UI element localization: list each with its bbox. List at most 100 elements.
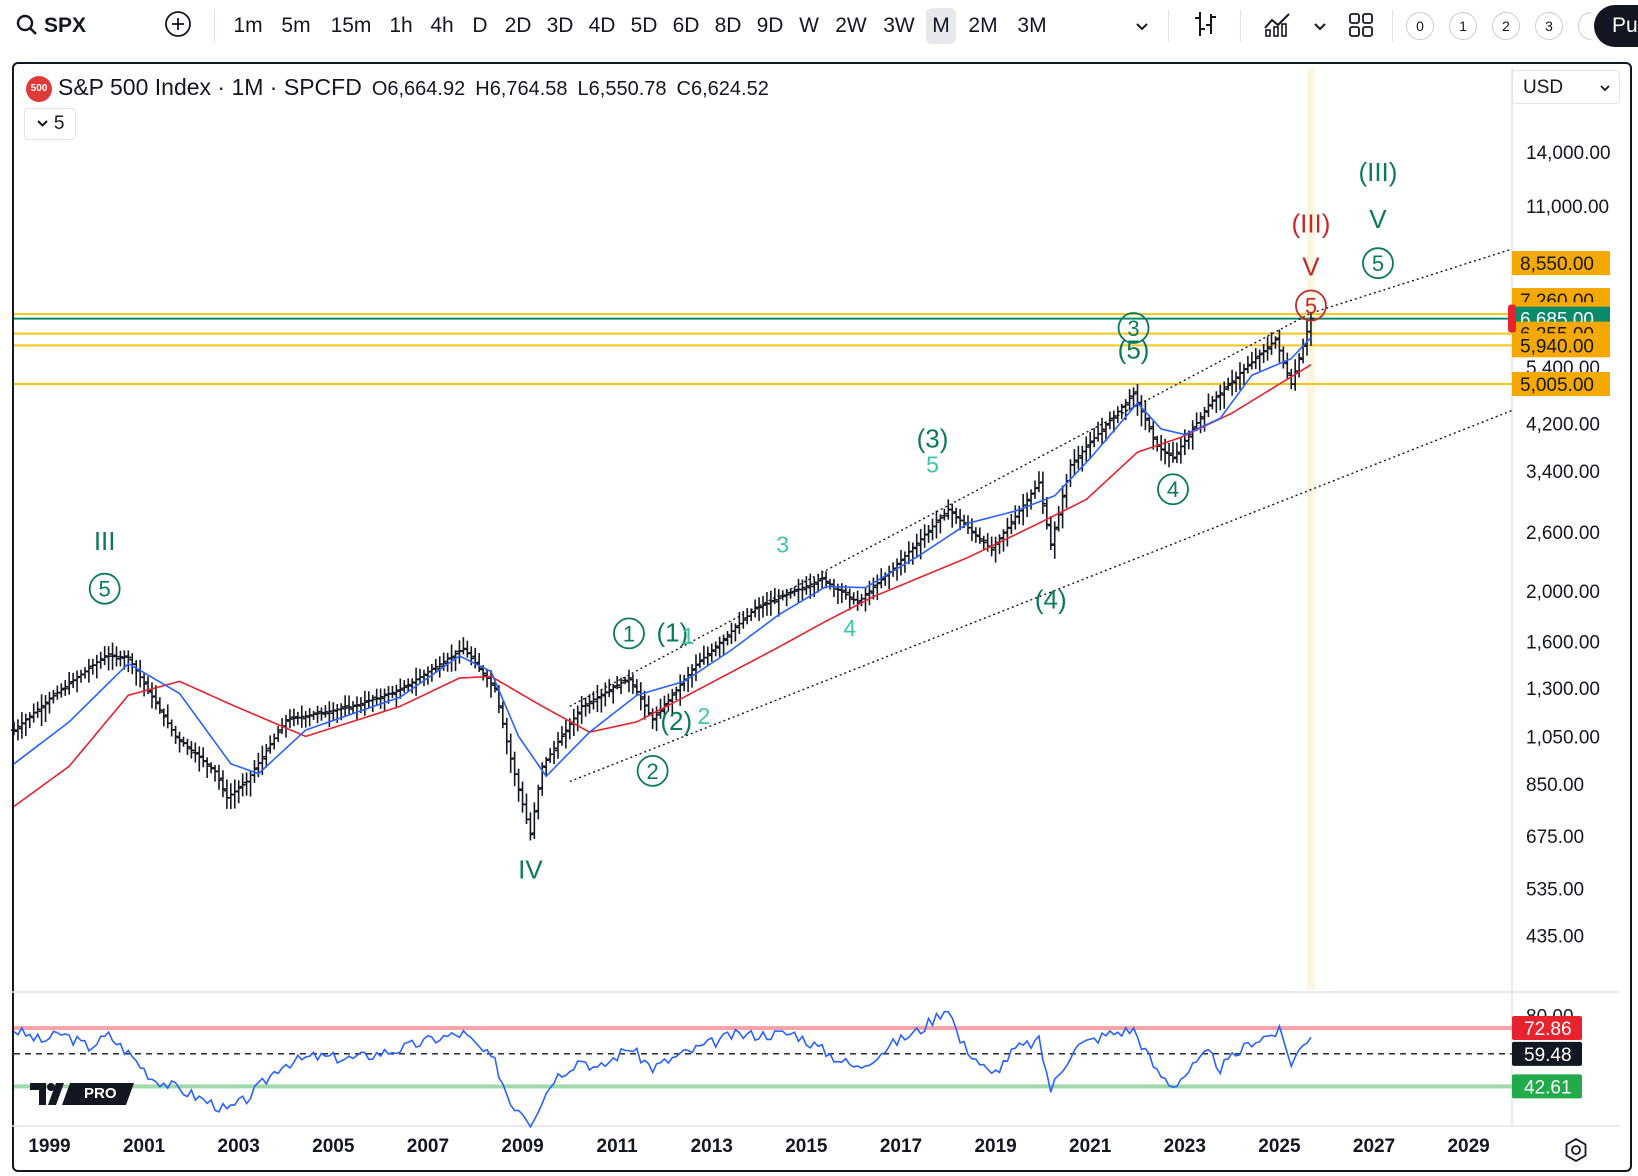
price-bar xyxy=(290,708,297,727)
price-axis-tick: 1,050.00 xyxy=(1526,727,1600,748)
compare-symbol-button[interactable] xyxy=(160,8,196,44)
price-bar xyxy=(574,705,581,732)
price-bar xyxy=(14,719,21,741)
interval-button[interactable]: 2M xyxy=(968,14,998,37)
price-bar xyxy=(590,691,597,710)
interval-button[interactable]: 9D xyxy=(756,14,784,37)
price-bar xyxy=(1209,395,1216,410)
interval-button[interactable]: 1m xyxy=(233,14,263,37)
rsi-tag-bg xyxy=(1512,1041,1582,1066)
wave-circle-label: 2 xyxy=(636,754,669,787)
rsi-tag-label: 72.86 xyxy=(1524,1019,1572,1040)
interval-dropdown-button[interactable] xyxy=(1128,8,1156,44)
interval-button[interactable]: M xyxy=(926,8,956,44)
settings-gear-icon[interactable] xyxy=(1564,1138,1588,1162)
interval-button[interactable]: 5D xyxy=(630,14,658,37)
price-bar xyxy=(1043,497,1050,530)
price-bar xyxy=(377,688,384,709)
currency-select[interactable]: USD xyxy=(1512,70,1620,104)
symbol-search[interactable]: SPX xyxy=(16,8,100,44)
price-bar xyxy=(1102,421,1109,442)
price-bar xyxy=(78,669,85,683)
time-axis-tick: 2021 xyxy=(1069,1136,1112,1157)
price-axis-tick: 3,400.00 xyxy=(1526,462,1600,483)
price-bar xyxy=(1197,412,1204,434)
wave-label: 1 xyxy=(682,623,695,649)
legend-close: C6,624.52 xyxy=(676,78,769,100)
price-bar xyxy=(487,670,494,698)
wave-label: IV xyxy=(518,854,543,884)
price-bar xyxy=(1134,383,1141,416)
indicators-dropdown[interactable] xyxy=(1308,8,1332,44)
price-bar xyxy=(614,675,621,690)
wave-circle-number: 4 xyxy=(1167,477,1179,502)
interval-button[interactable]: 2W xyxy=(835,14,867,37)
price-bar xyxy=(921,524,928,548)
interval-button[interactable]: 8D xyxy=(714,14,742,37)
legend-collapse-button[interactable]: 5 xyxy=(24,108,76,140)
price-bar xyxy=(1252,347,1259,370)
interval-button[interactable]: 4D xyxy=(588,14,616,37)
price-axis-tick: 2,000.00 xyxy=(1526,582,1600,603)
layout-slot-3[interactable]: 3 xyxy=(1535,12,1563,40)
price-bar xyxy=(401,680,408,693)
price-bar xyxy=(728,622,735,645)
price-bar xyxy=(748,608,755,622)
price-bar xyxy=(192,742,199,763)
price-axis-tick: 435.00 xyxy=(1526,926,1584,947)
wave-label: 2 xyxy=(697,703,710,729)
price-tag-label: 8,550.00 xyxy=(1520,254,1594,275)
layout-button[interactable] xyxy=(1344,8,1378,44)
wave-label: (4) xyxy=(1035,585,1067,615)
time-axis-tick: 2029 xyxy=(1447,1136,1489,1157)
interval-button[interactable]: 15m xyxy=(330,14,372,37)
price-axis-tick: 1,600.00 xyxy=(1526,632,1600,653)
price-bar xyxy=(26,712,33,729)
sp500-logo-icon: 500 xyxy=(26,75,52,102)
indicators-button[interactable] xyxy=(1260,8,1294,44)
interval-button[interactable]: D xyxy=(472,14,488,37)
rsi-overbought-band xyxy=(14,1026,1512,1031)
rsi-tag-label: 42.61 xyxy=(1524,1077,1572,1098)
layout-slot-0[interactable]: 0 xyxy=(1406,12,1434,40)
toolbar-divider xyxy=(1392,10,1393,42)
toolbar-divider xyxy=(1168,10,1169,42)
wave-label: III xyxy=(94,526,116,556)
interval-button[interactable]: 3W xyxy=(883,14,915,37)
price-bar xyxy=(176,731,183,753)
price-bar xyxy=(1233,371,1240,393)
price-bar xyxy=(692,654,699,682)
price-tag-bg xyxy=(1512,333,1610,358)
currency-value: USD xyxy=(1523,77,1564,98)
price-bar xyxy=(85,658,92,683)
interval-button[interactable]: 2D xyxy=(504,14,532,37)
price-bar xyxy=(1256,349,1263,371)
bar-style-button[interactable] xyxy=(1188,8,1222,44)
price-bar xyxy=(953,507,960,524)
price-bar xyxy=(775,589,782,617)
price-bar xyxy=(460,637,467,655)
price-bar xyxy=(42,695,49,723)
layout-slot-2[interactable]: 2 xyxy=(1492,12,1520,40)
price-bar xyxy=(886,565,893,590)
interval-button[interactable]: 6D xyxy=(672,14,700,37)
price-bar xyxy=(66,672,73,695)
interval-button[interactable]: 1h xyxy=(389,14,413,37)
price-bar xyxy=(1225,377,1232,391)
price-bar xyxy=(1118,403,1125,419)
interval-button[interactable]: W xyxy=(799,14,819,37)
chevron-down-icon xyxy=(36,120,48,127)
interval-button[interactable]: 4h xyxy=(430,14,454,37)
layout-slot-1[interactable]: 1 xyxy=(1449,12,1477,40)
price-bar xyxy=(1307,313,1314,346)
time-axis-tick: 2017 xyxy=(880,1136,922,1157)
interval-button[interactable]: 3M xyxy=(1017,14,1047,37)
price-bar xyxy=(1008,513,1015,535)
interval-button[interactable]: 5m xyxy=(281,14,311,37)
publish-button[interactable]: Pu xyxy=(1594,5,1638,47)
price-bar xyxy=(531,802,538,839)
price-bar xyxy=(976,527,983,544)
chart-toolbar: SPX 1m 5m 15m 1h 4h D 2D 3D 4D 5D 6D 8D 9D W 2W 3W M 2M 3M… xyxy=(0,0,1638,52)
interval-button[interactable]: 3D xyxy=(546,14,574,37)
